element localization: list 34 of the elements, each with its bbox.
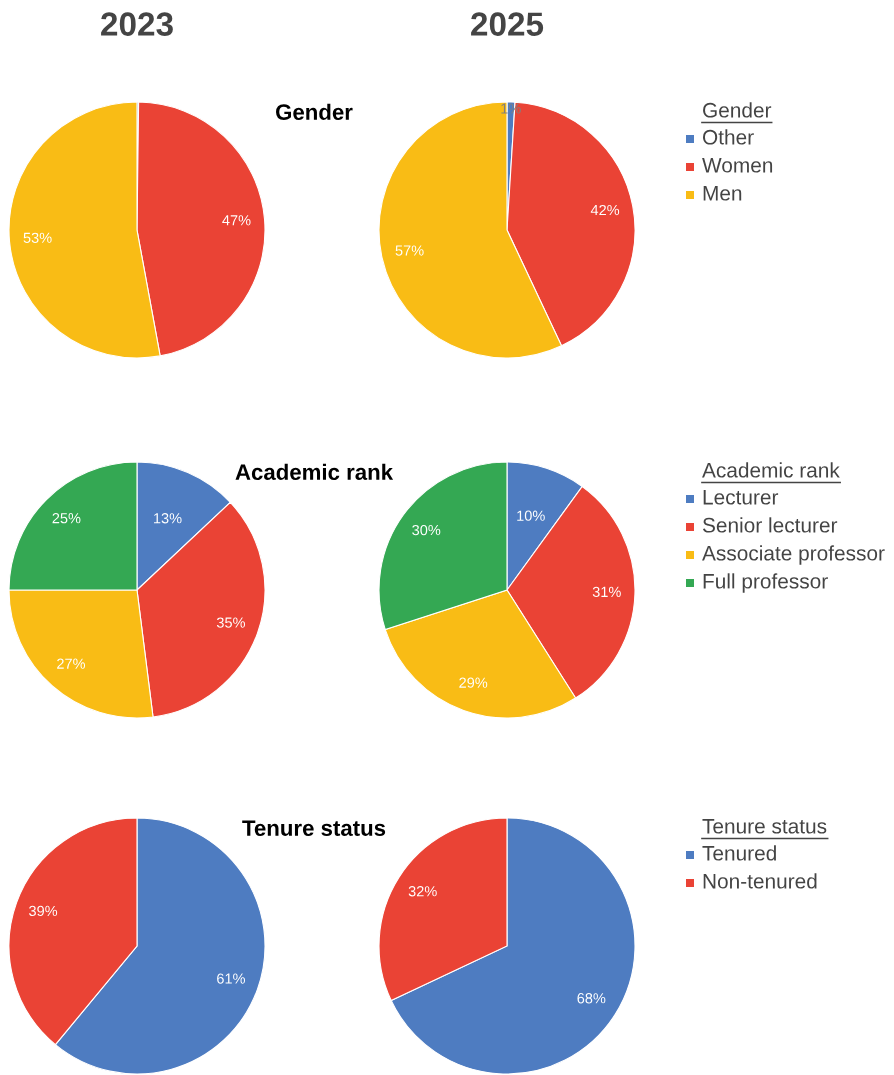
legend-label: Full professor — [703, 573, 828, 593]
legend-title: Academic rank — [702, 462, 840, 478]
data-label: 13% — [154, 513, 182, 524]
data-label: 25% — [52, 512, 81, 524]
data-label: 53% — [23, 232, 52, 243]
legend-title: Tenure status — [702, 819, 827, 834]
data-label: 30% — [412, 524, 441, 536]
data-label: 57% — [395, 245, 424, 256]
data-label: 32% — [408, 886, 437, 897]
legend-label: Lecturer — [703, 490, 779, 505]
legend-label: Non-tenured — [703, 873, 817, 889]
chart-subtitle: Tenure status — [242, 820, 386, 836]
legend-label: Associate professor — [702, 545, 885, 565]
data-label: 27% — [57, 658, 86, 669]
data-label: 39% — [29, 905, 58, 917]
data-label: 61% — [217, 973, 246, 984]
chart-subtitle: Gender — [276, 103, 353, 120]
data-label: 29% — [459, 677, 488, 688]
chart-subtitle: Academic rank — [235, 463, 394, 480]
legend-label: Tenured — [702, 845, 776, 861]
data-label: 10% — [517, 510, 545, 521]
chart-title: 2023 — [101, 12, 173, 36]
legend-label: Women — [702, 158, 773, 173]
legend-label: Senior lecturer — [702, 517, 838, 533]
data-label: 42% — [590, 204, 620, 216]
legend-label: Men — [703, 186, 742, 201]
data-label: 31% — [592, 586, 621, 598]
chart-title: 2025 — [471, 12, 544, 36]
data-label: 35% — [216, 617, 246, 628]
legend-title: Gender — [703, 102, 772, 118]
legend-label: Other — [702, 129, 754, 145]
data-label: 68% — [577, 993, 606, 1004]
data-label: 1% — [501, 103, 521, 114]
data-label: 47% — [222, 215, 251, 226]
